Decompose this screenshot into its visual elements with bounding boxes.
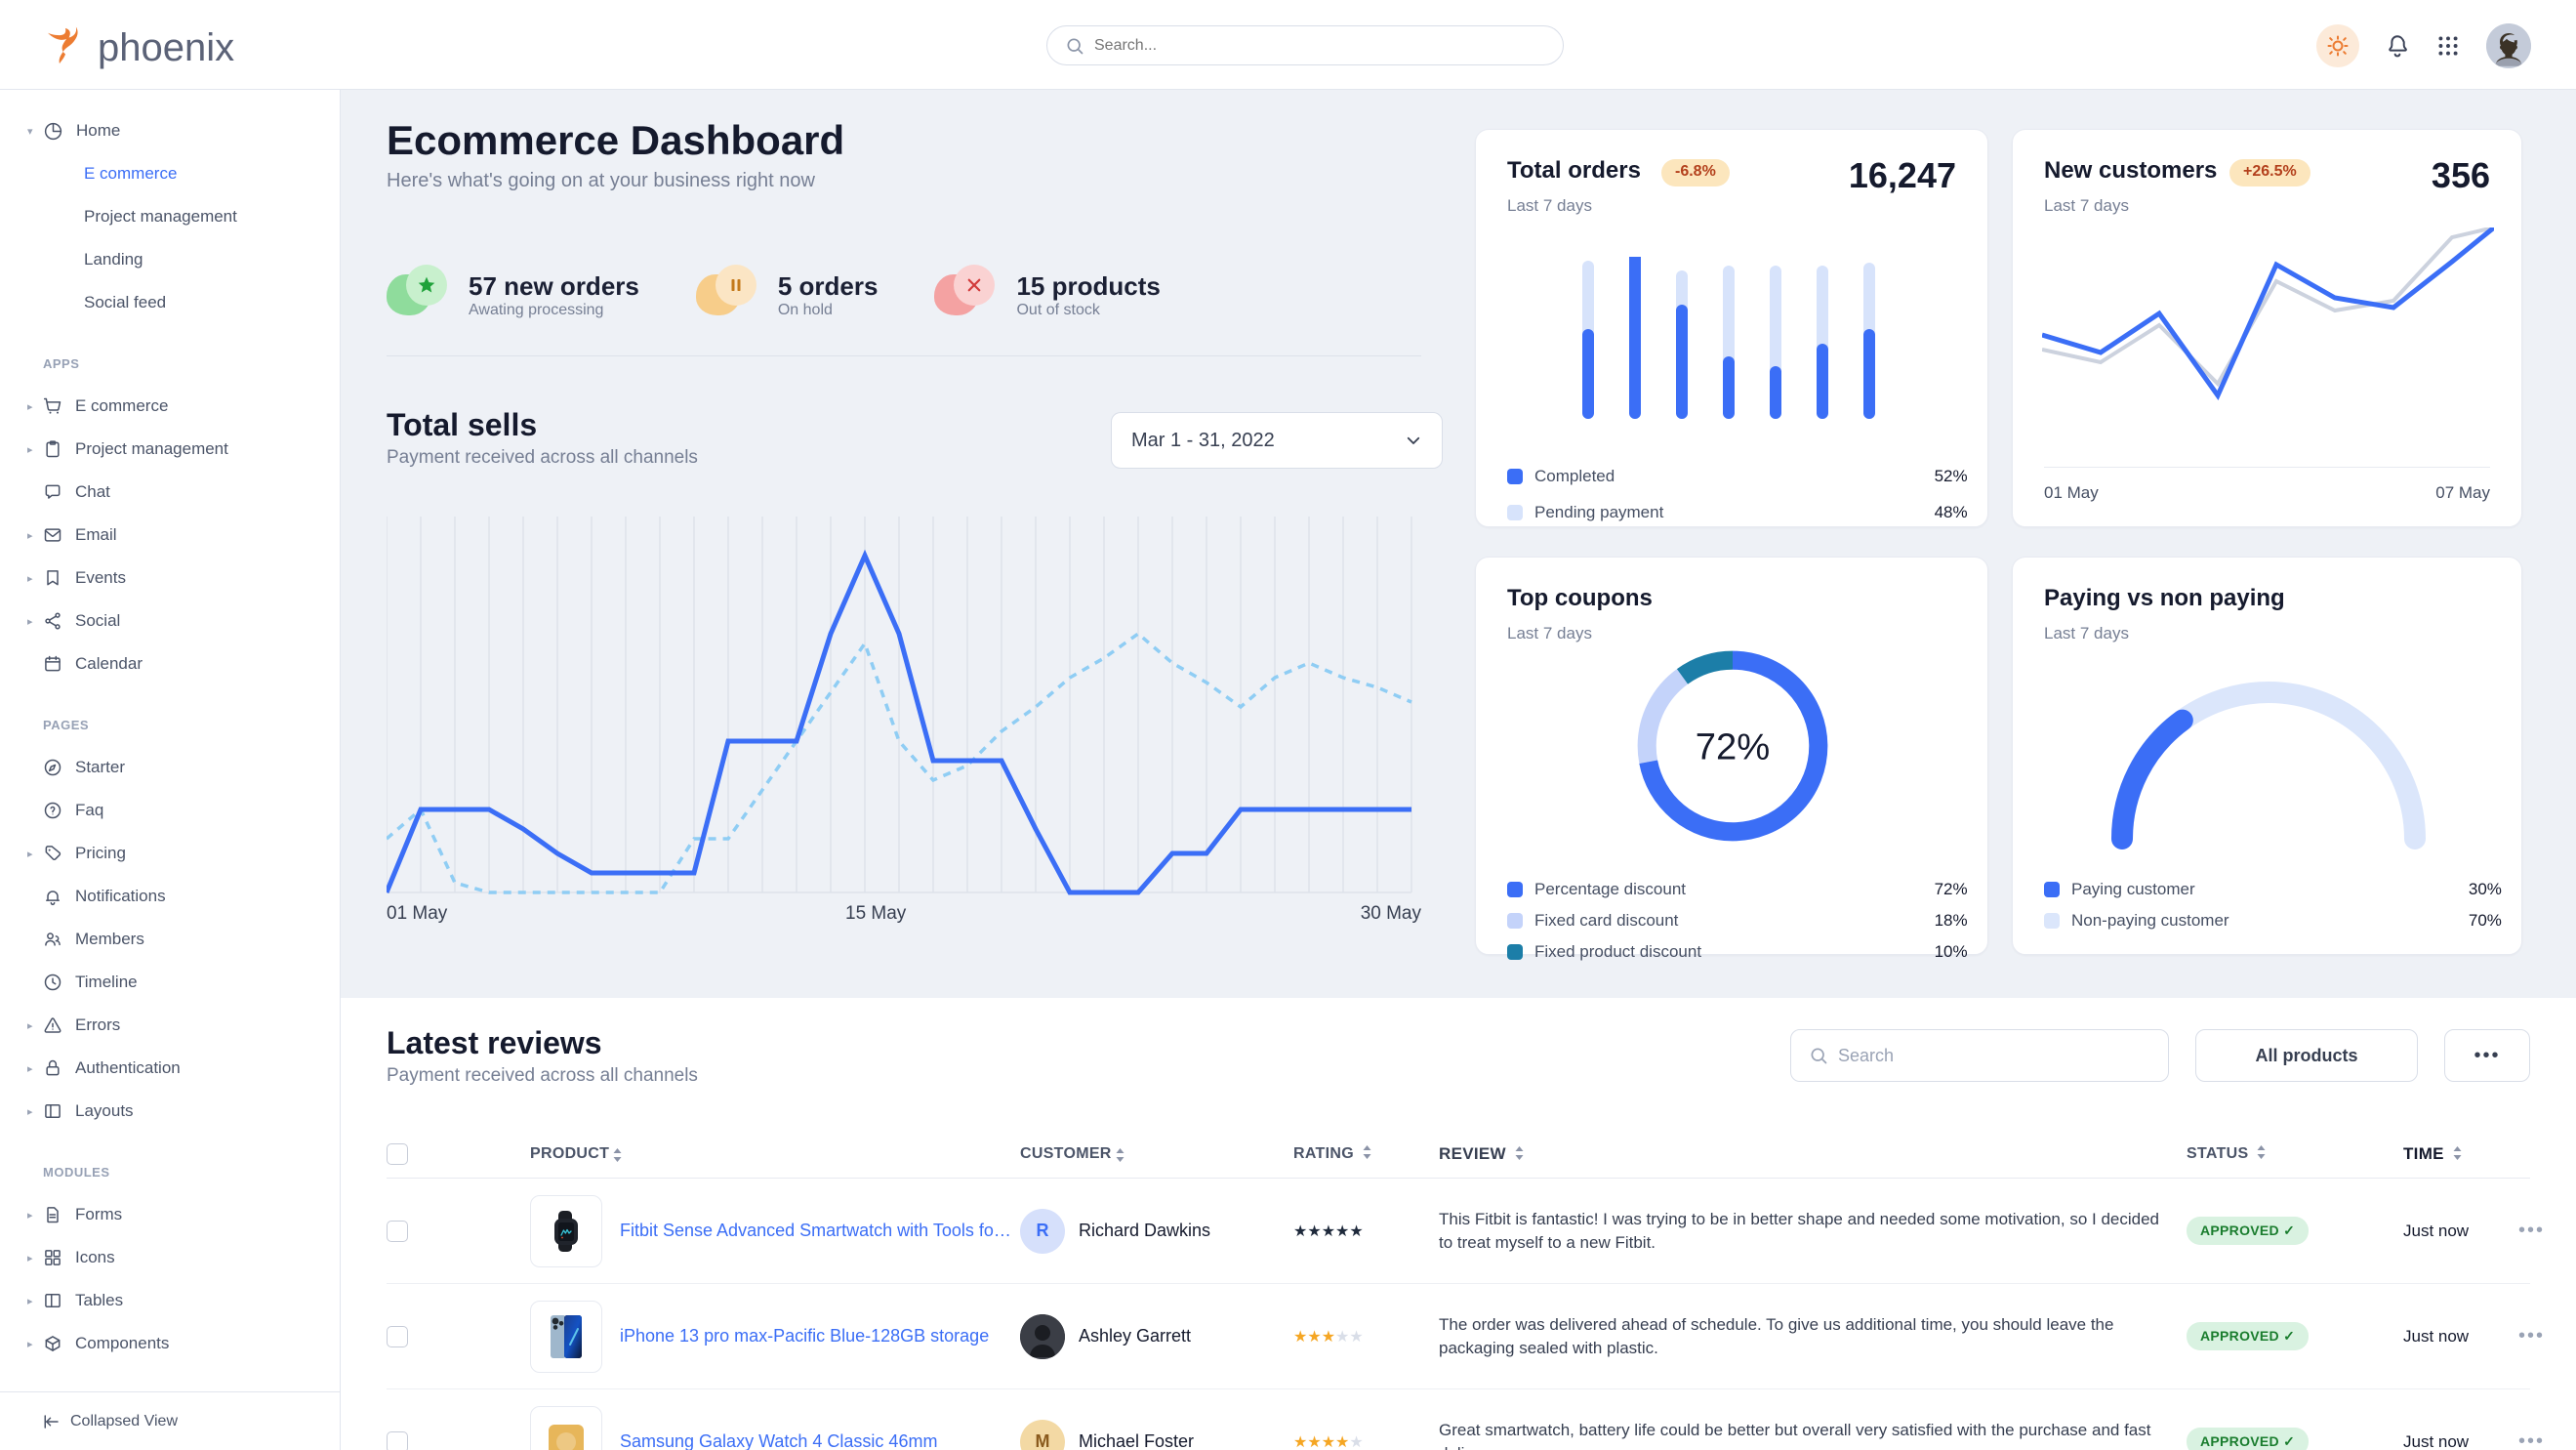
svg-text:72%: 72% bbox=[1696, 725, 1770, 767]
